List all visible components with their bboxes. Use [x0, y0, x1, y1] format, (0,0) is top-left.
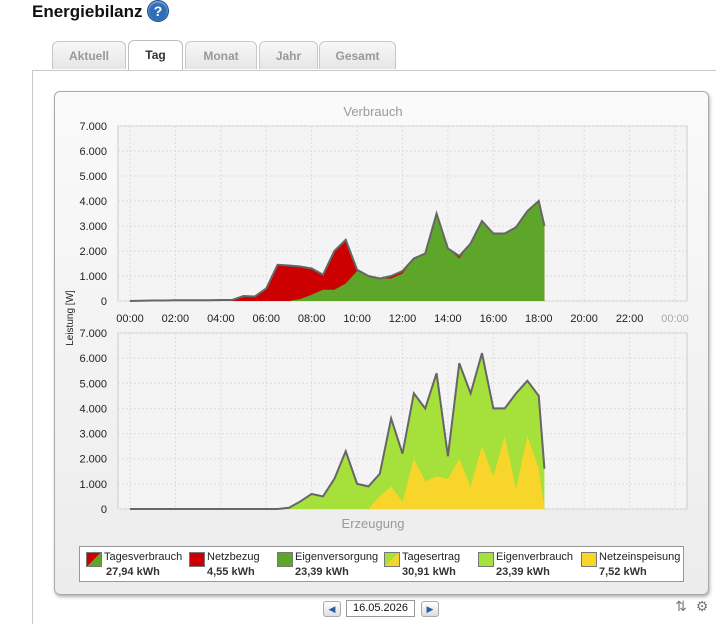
prev-day-button[interactable]: ◀ — [323, 601, 341, 617]
y-tick-label: 4.000 — [79, 403, 107, 415]
help-icon[interactable]: ? — [147, 0, 169, 22]
x-tick-label: 02:00 — [162, 313, 190, 325]
chart-title-verbrauch: Verbrauch — [343, 104, 402, 119]
y-tick-label: 1.000 — [79, 271, 107, 283]
legend-swatch-eigenverbrauch — [478, 552, 494, 567]
y-tick-label: 0 — [101, 504, 107, 516]
tab-divider — [32, 70, 716, 71]
legend-label: Eigenversorgung — [295, 551, 379, 563]
legend-label: Tagesverbrauch — [104, 551, 183, 563]
tab-aktuell[interactable]: Aktuell — [52, 41, 126, 69]
x-tick-label: 14:00 — [434, 313, 462, 325]
legend-value: 30,91 kWh — [402, 566, 456, 578]
tab-jahr[interactable]: Jahr — [259, 41, 318, 69]
y-tick-label: 6.000 — [79, 146, 107, 158]
legend-label: Netzbezug — [207, 551, 260, 563]
x-tick-label: 18:00 — [525, 313, 553, 325]
area-netzeinspeisung — [130, 436, 545, 509]
x-tick-label: 00:00 — [116, 313, 144, 325]
x-tick-label: 22:00 — [616, 313, 644, 325]
legend-swatch-netzbezug — [189, 552, 205, 567]
next-day-button[interactable]: ▶ — [421, 601, 439, 617]
y-ticks-verbrauch: 7.000 6.000 5.000 4.000 3.000 2.000 1.000 0 — [79, 121, 107, 308]
legend-swatch-tagesverbrauch — [86, 552, 102, 567]
legend-swatch-netzeinspeisung — [581, 552, 597, 567]
tab-monat[interactable]: Monat — [185, 41, 257, 69]
y-axis-label: Leistung [W] — [65, 290, 76, 346]
legend: Tagesverbrauch 27,94 kWh Netzbezug 4,55 … — [79, 546, 684, 582]
page-title: Energiebilanz — [32, 2, 143, 21]
x-tick-label: 06:00 — [252, 313, 280, 325]
y-tick-label: 5.000 — [79, 171, 107, 183]
line-tagesertrag — [130, 352, 546, 510]
y-tick-label: 0 — [101, 296, 107, 308]
x-tick-label: 04:00 — [207, 313, 235, 325]
legend-swatch-tagesertrag — [384, 552, 400, 567]
y-tick-label: 1.000 — [79, 479, 107, 491]
area-eigenversorgung — [130, 201, 545, 301]
export-icon[interactable]: ⇅ — [675, 598, 687, 614]
grid-erzeugung — [118, 332, 687, 510]
settings-gear-icon[interactable]: ⚙ — [695, 598, 709, 614]
x-tick-label: 16:00 — [480, 313, 508, 325]
y-tick-label: 3.000 — [79, 429, 107, 441]
date-input[interactable]: 16.05.2026 — [346, 600, 415, 617]
legend-label: Eigenverbrauch — [496, 551, 574, 563]
areas-verbrauch — [129, 199, 546, 302]
y-ticks-erzeugung: 7.000 6.000 5.000 4.000 3.000 2.000 1.000 0 — [79, 328, 107, 516]
legend-label: Netzeinspeisung — [599, 551, 681, 563]
area-eigenverbrauch — [130, 353, 545, 509]
y-tick-label: 4.000 — [79, 196, 107, 208]
y-tick-label: 5.000 — [79, 378, 107, 390]
legend-value: 27,94 kWh — [106, 566, 160, 578]
y-tick-label: 2.000 — [79, 246, 107, 258]
x-tick-label: 00:00 — [661, 313, 689, 325]
chart-title-erzeugung: Erzeugung — [342, 516, 405, 531]
areas-erzeugung — [130, 352, 546, 510]
line-tagesverbrauch — [129, 199, 546, 302]
y-tick-label: 2.000 — [79, 454, 107, 466]
y-tick-label: 7.000 — [79, 121, 107, 133]
y-tick-label: 7.000 — [79, 328, 107, 340]
x-tick-label: 20:00 — [570, 313, 598, 325]
tab-gesamt[interactable]: Gesamt — [319, 41, 396, 69]
x-tick-label: 10:00 — [343, 313, 371, 325]
legend-label: Tagesertrag — [402, 551, 461, 563]
legend-value: 23,39 kWh — [496, 566, 550, 578]
content-frame — [32, 70, 716, 624]
legend-swatch-eigenversorgung — [277, 552, 293, 567]
x-tick-label: 12:00 — [389, 313, 417, 325]
y-tick-label: 3.000 — [79, 221, 107, 233]
x-ticks-verbrauch: 00:00 02:00 04:00 06:00 08:00 10:00 12:00 14:00… — [116, 313, 689, 325]
tab-tag[interactable]: Tag — [128, 40, 183, 71]
x-tick-label: 08:00 — [298, 313, 326, 325]
legend-value: 7,52 kWh — [599, 566, 647, 578]
y-tick-label: 6.000 — [79, 353, 107, 365]
legend-value: 4,55 kWh — [207, 566, 255, 578]
legend-value: 23,39 kWh — [295, 566, 349, 578]
